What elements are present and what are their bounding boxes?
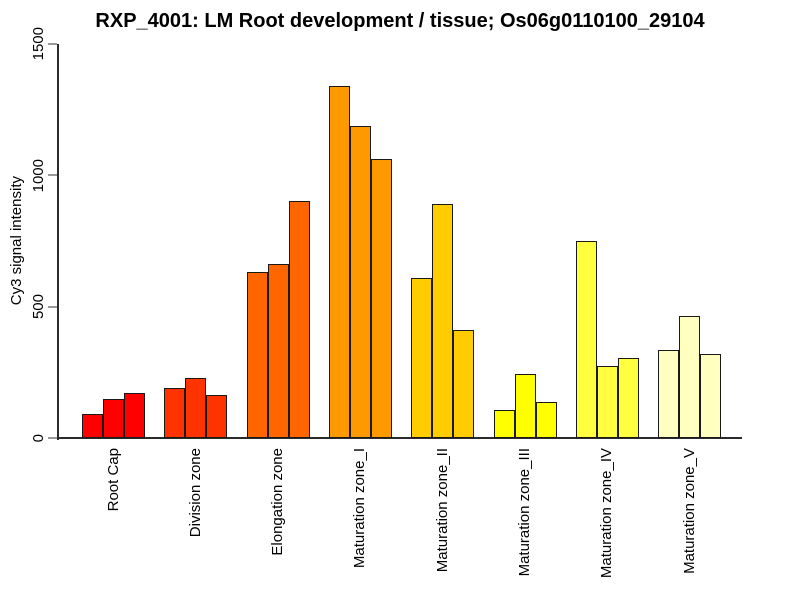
- bar: [514, 373, 536, 438]
- bar: [432, 203, 454, 438]
- x-category-label: Division zone: [186, 448, 204, 538]
- x-category-label: Maturation zone_I: [351, 448, 369, 569]
- bar: [288, 201, 310, 438]
- bar: [658, 349, 680, 438]
- x-category-label: Root Cap: [104, 448, 122, 512]
- bar: [206, 394, 228, 438]
- bar: [267, 264, 289, 438]
- x-category-label: Maturation zone_III: [516, 448, 533, 577]
- bar: [679, 315, 701, 438]
- bar: [700, 353, 722, 438]
- y-tick-label: 500: [30, 294, 47, 320]
- chart-title: RXP_4001: LM Root development / tissue; …: [95, 10, 705, 32]
- y-tick-mark: [48, 174, 57, 176]
- bar: [617, 357, 639, 438]
- y-tick-label: 1000: [30, 158, 47, 192]
- bar: [164, 388, 186, 438]
- bar: [535, 402, 557, 438]
- bar: [185, 377, 207, 438]
- x-category-label: Maturation zone_IV: [598, 448, 616, 579]
- bar: [328, 85, 350, 438]
- bar: [453, 330, 475, 438]
- bar: [411, 277, 433, 438]
- y-tick-label: 0: [30, 434, 47, 443]
- bar: [349, 126, 371, 438]
- bar: [596, 365, 618, 438]
- y-axis-line: [57, 43, 59, 440]
- bar: [575, 240, 597, 438]
- y-tick-mark: [48, 437, 57, 439]
- y-tick-mark: [48, 305, 57, 308]
- bar: [370, 159, 392, 438]
- y-tick-mark: [48, 42, 57, 45]
- bar: [246, 272, 268, 438]
- y-tick-label: 1500: [30, 27, 47, 61]
- bar: [493, 410, 515, 438]
- bar: [124, 393, 145, 438]
- x-category-label: Maturation zone_II: [433, 448, 451, 573]
- bar: [103, 398, 124, 438]
- x-axis-line: [58, 437, 742, 439]
- x-category-label: Elongation zone: [269, 448, 287, 556]
- bar: [82, 414, 103, 438]
- x-category-label: Maturation zone_V: [680, 448, 698, 574]
